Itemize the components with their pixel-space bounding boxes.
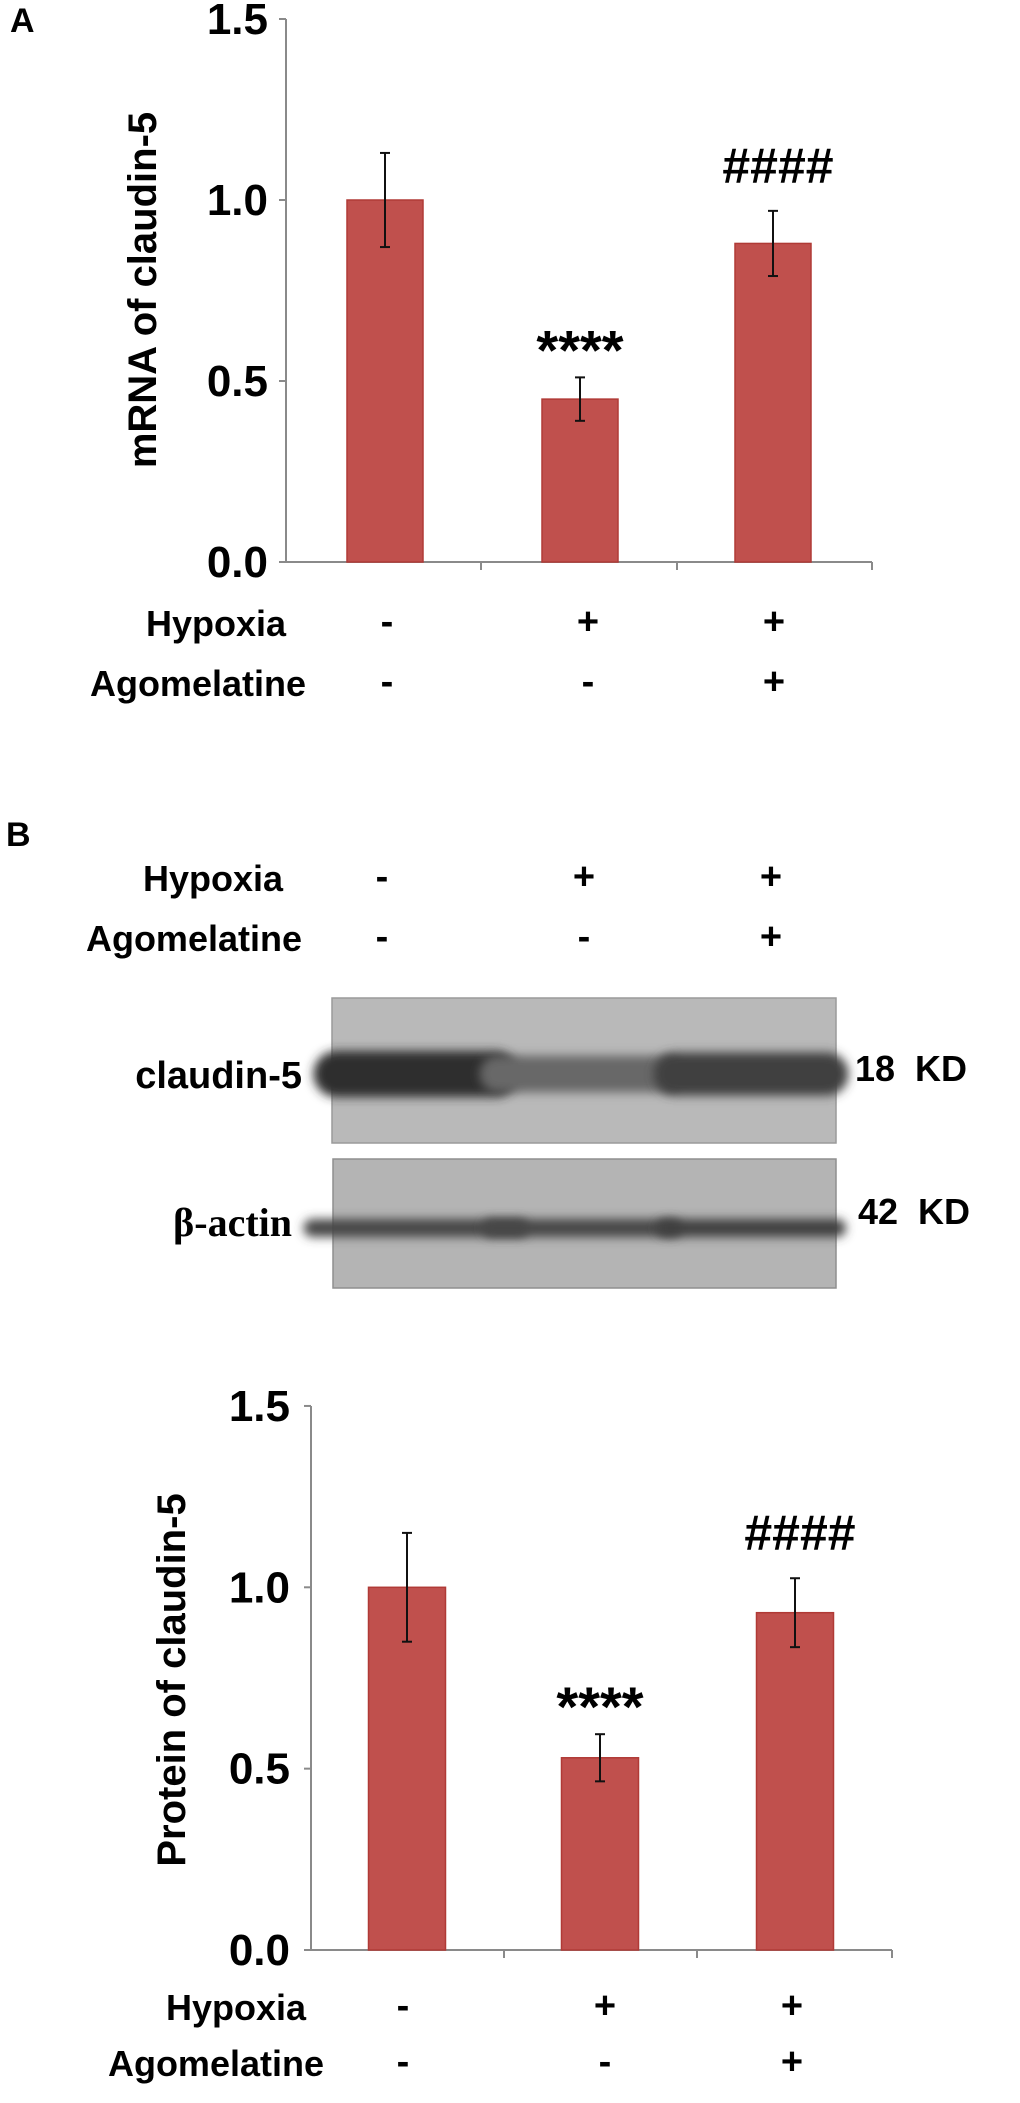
blot-hypoxia-sign: + (573, 856, 595, 898)
panel-a: A mRNA of claudin-5 0.0 0.5 1.0 1.5 **** ####… (10, 0, 873, 704)
chart-b-y-tick-label: 0.0 (229, 1926, 290, 1975)
blot-agomelatine-label: Agomelatine (86, 918, 302, 959)
chart-a-y-tick-label: 1.0 (207, 176, 268, 225)
chart-b-hypoxia-sign: - (397, 1985, 410, 2027)
blot-band-claudin-5 (479, 1055, 685, 1093)
chart-b-hypoxia-label: Hypoxia (166, 1987, 307, 2028)
chart-b-bar (560, 1757, 640, 1951)
blot-agomelatine-sign: + (760, 916, 782, 958)
blot-band-beta-actin (656, 1219, 846, 1237)
blot-row-label-claudin-5: claudin-5 (135, 1055, 302, 1097)
blot-agomelatine-sign: - (376, 916, 389, 958)
chart-a-hypoxia-sign: + (763, 601, 785, 643)
chart-b-y-tick-label: 1.5 (229, 1382, 290, 1431)
chart-a-ylabel: mRNA of claudin-5 (121, 112, 165, 468)
western-blot: claudin-5 β-actin 18 KD 42 KD (135, 997, 970, 1289)
chart-b-agomelatine-sign: + (781, 2041, 803, 2083)
chart-a-bar (734, 242, 812, 563)
chart-b-agomelatine-sign: - (599, 2041, 612, 2083)
chart-a-agomelatine-sign: - (381, 661, 394, 703)
chart-a-agomelatine-sign: - (582, 661, 595, 703)
chart-a-agomelatine-label: Agomelatine (90, 663, 306, 704)
blot-band-beta-actin (482, 1219, 682, 1237)
chart-a-hypoxia-sign: + (577, 601, 599, 643)
chart-b: Protein of claudin-5 0.0 0.5 1.0 1.5 **** ###… (150, 1382, 893, 2083)
blot-size-beta-actin: 42 KD (858, 1191, 970, 1232)
chart-b-ylabel: Protein of claudin-5 (150, 1493, 194, 1866)
chart-a-agomelatine-sign: + (763, 661, 785, 703)
chart-b-agomelatine-sign: - (397, 2041, 410, 2083)
blot-band-claudin-5 (653, 1052, 849, 1096)
chart-b-hypoxia-sign: + (594, 1985, 616, 2027)
chart-b-hypoxia-sign: + (781, 1985, 803, 2027)
chart-b-significance-stars: **** (556, 1675, 643, 1738)
blot-row-label-beta-actin: β-actin (173, 1200, 292, 1245)
chart-a-y-tick-label: 1.5 (207, 0, 268, 44)
chart-b-agomelatine-label: Agomelatine (108, 2043, 324, 2084)
blot-agomelatine-sign: - (578, 916, 591, 958)
blot-hypoxia-sign: - (376, 856, 389, 898)
blot-hypoxia-label: Hypoxia (143, 858, 284, 899)
blot-band-claudin-5 (313, 1051, 519, 1097)
chart-b-significance-hashes: #### (744, 1505, 855, 1561)
blot-size-claudin-5: 18 KD (855, 1048, 967, 1089)
chart-b-y-tick-label: 1.0 (229, 1563, 290, 1612)
chart-b-bar (367, 1586, 447, 1951)
blot-band-beta-actin (303, 1219, 529, 1237)
blot-hypoxia-sign: + (760, 856, 782, 898)
panel-label-b: B (6, 816, 31, 854)
chart-a-bar (541, 398, 619, 563)
chart-a: mRNA of claudin-5 0.0 0.5 1.0 1.5 **** #### - +… (121, 0, 873, 703)
chart-a-bar (346, 199, 424, 563)
chart-a-hypoxia-label: Hypoxia (146, 603, 287, 644)
chart-a-y-tick-label: 0.5 (207, 357, 268, 406)
chart-a-y-tick-label: 0.0 (207, 538, 268, 587)
panel-label-a: A (10, 2, 35, 40)
blot-condition-signs: - + + - - + (376, 856, 782, 958)
chart-a-significance-stars: **** (536, 318, 623, 381)
chart-b-bar (755, 1611, 835, 1951)
panel-b: B Hypoxia Agomelatine - + + - - + claudin-5 β… (6, 816, 970, 2084)
chart-a-significance-hashes: #### (722, 138, 833, 194)
chart-a-hypoxia-sign: - (381, 601, 394, 643)
chart-b-y-tick-label: 0.5 (229, 1745, 290, 1794)
